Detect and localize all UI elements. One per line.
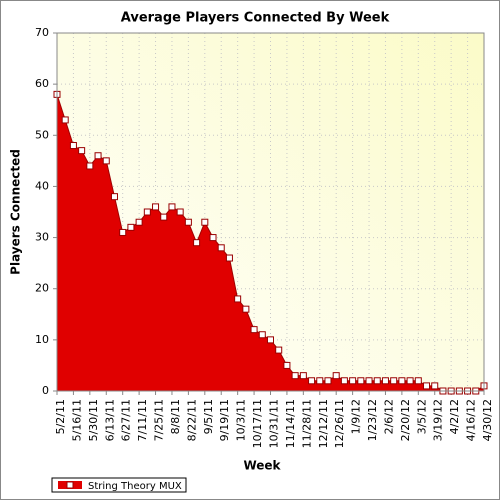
marker [69,142,77,150]
marker [381,377,389,385]
marker [349,377,357,385]
y-tick-label: 20 [35,282,49,295]
marker [423,382,431,390]
y-tick-label: 0 [42,384,49,397]
x-tick-label: 2/6/12 [382,399,395,434]
marker [61,116,69,124]
marker [209,234,217,242]
marker [431,382,439,390]
x-tick-label: 6/27/11 [120,399,133,441]
y-tick-label: 30 [35,231,49,244]
x-tick-label: 5/30/11 [87,399,100,441]
x-tick-label: 1/9/12 [350,399,363,434]
x-tick-label: 4/16/12 [465,399,478,441]
x-tick-label: 4/2/12 [448,399,461,434]
x-tick-label: 6/13/11 [103,399,116,441]
marker [291,372,299,380]
x-tick-label: 3/19/12 [432,399,445,441]
x-tick-label: 10/17/11 [251,399,264,448]
marker [316,377,324,385]
x-axis-title: Week [243,459,281,473]
x-tick-label: 4/30/12 [481,399,494,441]
x-tick-label: 12/26/11 [333,399,346,448]
y-tick-label: 50 [35,128,49,141]
marker [373,377,381,385]
x-tick-label: 5/16/11 [70,399,83,441]
marker [94,152,102,160]
marker [365,377,373,385]
marker [308,377,316,385]
marker [283,361,291,369]
x-tick-label: 11/14/11 [284,399,297,448]
y-axis-title: Players Connected [9,149,23,275]
marker [193,239,201,247]
x-tick-label: 2/20/12 [399,399,412,441]
x-tick-label: 11/28/11 [300,399,313,448]
marker [398,377,406,385]
x-tick-label: 12/12/11 [317,399,330,448]
marker [152,203,160,211]
legend-marker [66,481,74,489]
marker [217,244,225,252]
marker [143,208,151,216]
x-tick-label: 3/5/12 [415,399,428,434]
marker [184,218,192,226]
marker [86,162,94,170]
marker [267,336,274,344]
x-tick-label: 9/19/11 [218,399,231,441]
y-tick-label: 40 [35,179,49,192]
x-tick-label: 10/3/11 [235,399,248,441]
x-tick-label: 8/22/11 [185,399,198,441]
marker [357,377,365,385]
marker [340,377,348,385]
x-tick-label: 9/5/11 [202,399,215,434]
x-tick-label: 5/2/11 [54,399,67,434]
marker [324,377,332,385]
marker [406,377,414,385]
marker [250,326,258,334]
marker [127,223,135,231]
marker [225,254,233,262]
marker [201,218,209,226]
y-tick-label: 10 [35,333,49,346]
marker [119,228,127,236]
chart-title: Average Players Connected By Week [121,11,390,26]
x-tick-label: 10/31/11 [268,399,281,448]
marker [414,377,422,385]
marker [332,372,340,380]
marker [176,208,184,216]
marker [110,193,118,201]
marker [102,157,110,165]
marker [160,213,168,221]
marker [168,203,176,211]
marker [78,147,86,155]
legend-label: String Theory MUX [88,481,182,492]
marker [275,346,283,354]
x-tick-label: 1/23/12 [366,399,379,441]
y-tick-label: 70 [35,26,49,39]
plot-area [56,32,485,392]
x-tick-label: 8/8/11 [169,399,182,434]
y-tick-label: 60 [35,77,49,90]
marker [390,377,398,385]
x-tick-label: 7/11/11 [136,399,149,441]
marker [299,372,307,380]
marker [234,295,242,303]
marker [242,305,250,313]
marker [135,218,143,226]
x-tick-label: 7/25/11 [153,399,166,441]
marker [258,331,266,339]
legend [51,477,187,493]
